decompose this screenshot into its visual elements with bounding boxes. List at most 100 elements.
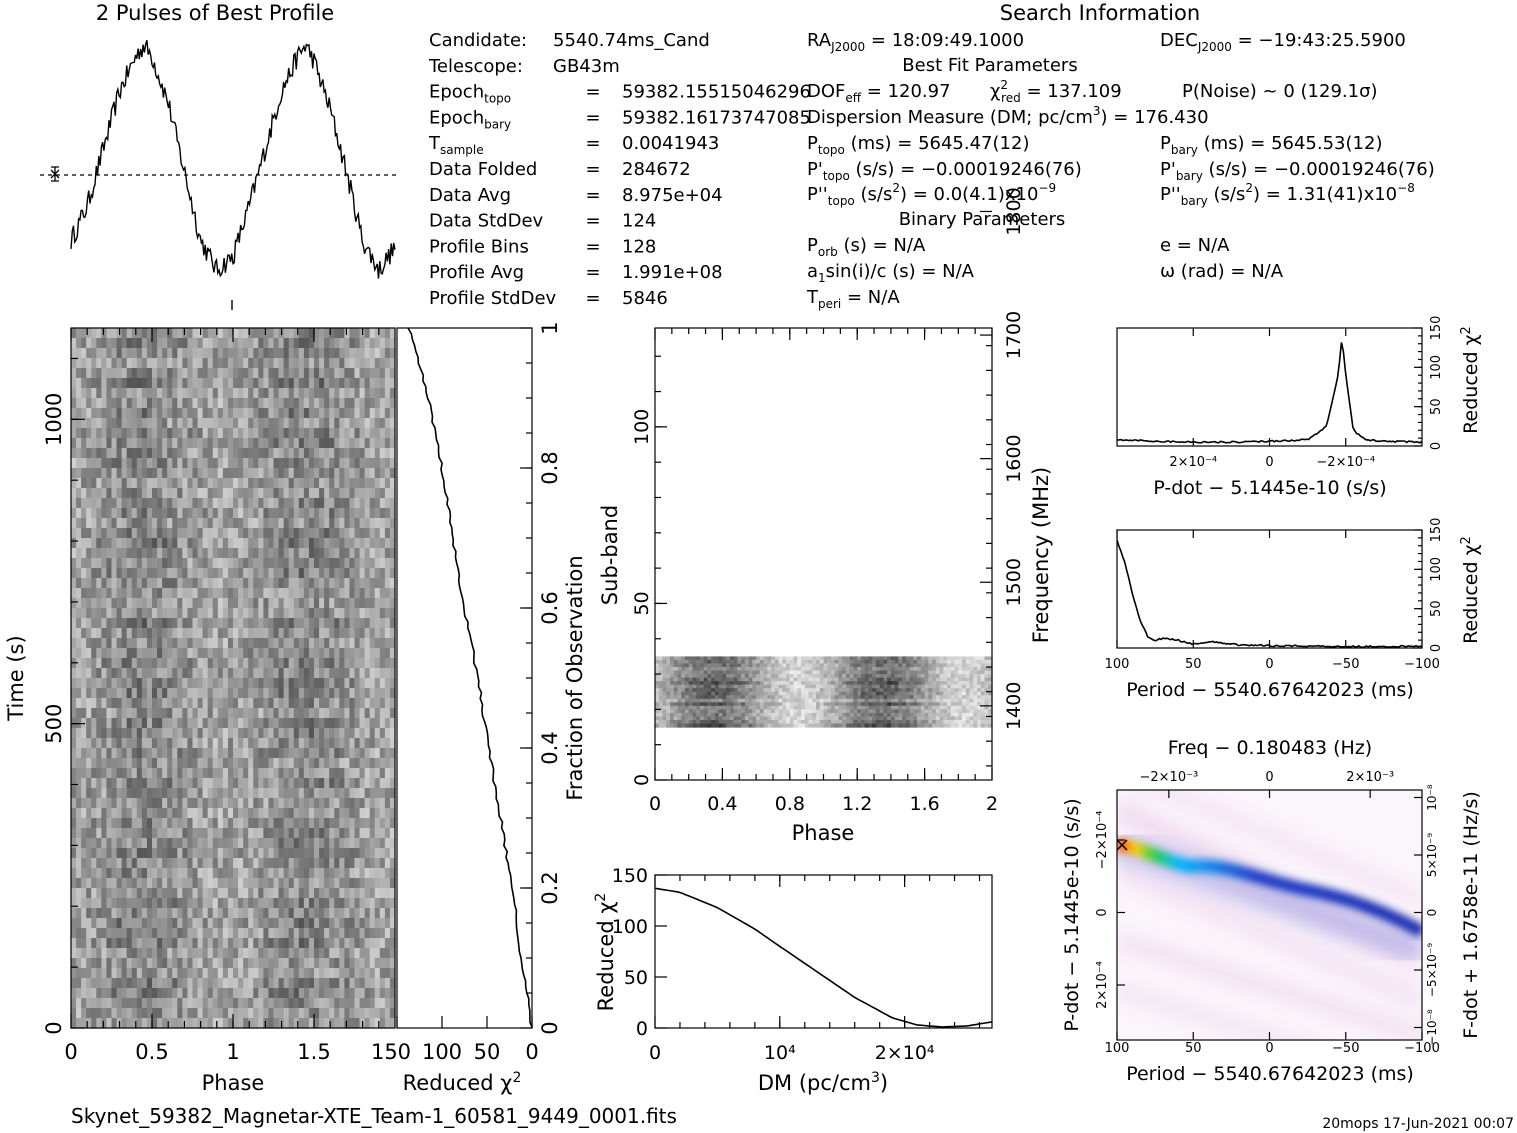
heatmap-cell: [349, 528, 356, 539]
heatmap-cell: [384, 978, 391, 989]
heatmap-cell: [819, 656, 825, 661]
heatmap-cell: [354, 658, 361, 669]
heatmap-cell: [298, 728, 305, 739]
heatmap-cell: [364, 528, 371, 539]
heatmap-cell: [126, 568, 133, 579]
heatmap-cell: [162, 668, 168, 679]
reduced-chi2-axis-label: Reduced χ2: [403, 1070, 522, 1095]
heatmap-cell: [263, 408, 270, 419]
heatmap-cell: [121, 488, 128, 499]
heatmap-cell: [227, 768, 234, 779]
heatmap-cell: [334, 418, 340, 429]
heatmap-cell: [273, 698, 280, 709]
heatmap-cell: [202, 458, 209, 469]
heatmap-cell: [157, 668, 163, 679]
heatmap-cell: [152, 718, 158, 729]
heatmap-cell: [202, 938, 209, 949]
heatmap-cell: [334, 558, 340, 569]
heatmap-cell: [222, 498, 229, 509]
heatmap-cell: [207, 478, 214, 489]
heatmap-cell: [167, 388, 173, 399]
heatmap-cell: [116, 518, 123, 529]
heatmap-cell: [268, 588, 275, 599]
heatmap-cell: [354, 498, 361, 509]
heatmap-cell: [864, 659, 870, 665]
heatmap-cell: [162, 558, 168, 569]
heatmap-cell: [349, 768, 356, 779]
heatmap-cell: [268, 388, 275, 399]
info-label: Epochbary: [429, 107, 511, 131]
heatmap-cell: [288, 608, 295, 619]
heatmap-cell: [890, 659, 896, 665]
heatmap-cell: [146, 588, 153, 599]
heatmap-cell: [101, 1008, 108, 1019]
heatmap-cell: [187, 448, 194, 459]
heatmap-cell: [121, 498, 128, 509]
heatmap-cell: [207, 908, 214, 919]
heatmap-cell: [131, 398, 138, 409]
heatmap-cell: [314, 548, 320, 559]
ecc-value: e = N/A: [1160, 235, 1230, 256]
heatmap-cell: [126, 398, 133, 409]
heatmap-cell: [359, 428, 366, 439]
heatmap-cell: [152, 908, 158, 919]
heatmap-cell: [909, 659, 914, 665]
heatmap-cell: [359, 528, 366, 539]
heatmap-cell: [136, 868, 143, 879]
heatmap-cell: [354, 458, 361, 469]
heatmap-cell: [238, 878, 244, 889]
heatmap-cell: [349, 738, 356, 749]
heatmap-cell: [172, 458, 178, 469]
heatmap-cell: [258, 858, 264, 869]
heatmap-cell: [344, 508, 351, 519]
heatmap-cell: [116, 438, 123, 449]
heatmap-cell: [91, 468, 97, 479]
heatmap-cell: [146, 948, 153, 959]
heatmap-cell: [217, 448, 224, 459]
heatmap-cell: [278, 908, 285, 919]
heatmap-cell: [121, 648, 128, 659]
heatmap-cell: [253, 798, 259, 809]
heatmap-cell: [182, 398, 189, 409]
heatmap-cell: [278, 538, 285, 549]
heatmap-cell: [258, 548, 264, 559]
heatmap-cell: [96, 388, 102, 399]
heatmap-cell: [324, 708, 330, 719]
heatmap-cell: [106, 728, 113, 739]
heatmap-cell: [76, 828, 82, 839]
heatmap-cell: [121, 858, 128, 869]
heatmap-cell: [329, 358, 335, 369]
heatmap-cell: [849, 663, 855, 668]
heatmap-cell: [101, 738, 108, 749]
heatmap-cell: [263, 478, 270, 489]
heatmap-cell: [344, 838, 351, 849]
heatmap-cell: [314, 678, 320, 689]
heatmap-cell: [860, 667, 866, 672]
heatmap-cell: [233, 478, 239, 489]
heatmap-cell: [354, 478, 361, 489]
heatmap-cell: [288, 798, 295, 809]
heatmap-cell: [339, 738, 345, 749]
heatmap-cell: [969, 656, 974, 661]
heatmap-cell: [172, 418, 178, 429]
heatmap-cell: [369, 798, 376, 809]
heatmap-cell: [374, 938, 381, 949]
heatmap-cell: [364, 568, 371, 579]
heatmap-cell: [853, 667, 858, 672]
heatmap-cell: [344, 878, 351, 889]
heatmap-cell: [379, 638, 386, 649]
heatmap-cell: [212, 748, 219, 759]
heatmap-cell: [308, 438, 315, 449]
heatmap-cell: [157, 388, 163, 399]
heatmap-cell: [308, 738, 315, 749]
heatmap-cell: [126, 768, 133, 779]
heatmap-cell: [354, 358, 361, 369]
heatmap-cell: [389, 748, 396, 759]
heatmap-cell: [233, 648, 239, 659]
heatmap-cell: [106, 378, 113, 389]
heatmap-cell: [81, 588, 87, 599]
heatmap-cell: [349, 598, 356, 609]
heatmap-cell: [696, 656, 701, 661]
heatmap-cell: [334, 478, 340, 489]
heatmap-cell: [222, 768, 229, 779]
